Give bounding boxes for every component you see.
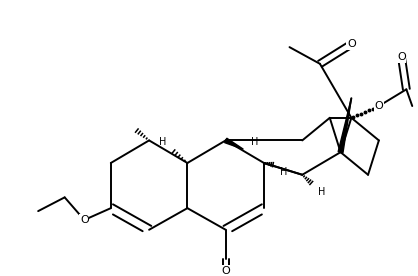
Polygon shape xyxy=(338,98,352,153)
Text: O: O xyxy=(397,52,406,62)
Text: H: H xyxy=(318,187,325,197)
Text: O: O xyxy=(80,215,89,225)
Text: O: O xyxy=(221,266,230,276)
Polygon shape xyxy=(224,138,243,149)
Text: H: H xyxy=(159,137,166,147)
Text: H: H xyxy=(251,137,259,147)
Text: O: O xyxy=(347,39,356,49)
Text: H: H xyxy=(280,167,287,177)
Text: O: O xyxy=(375,101,383,111)
